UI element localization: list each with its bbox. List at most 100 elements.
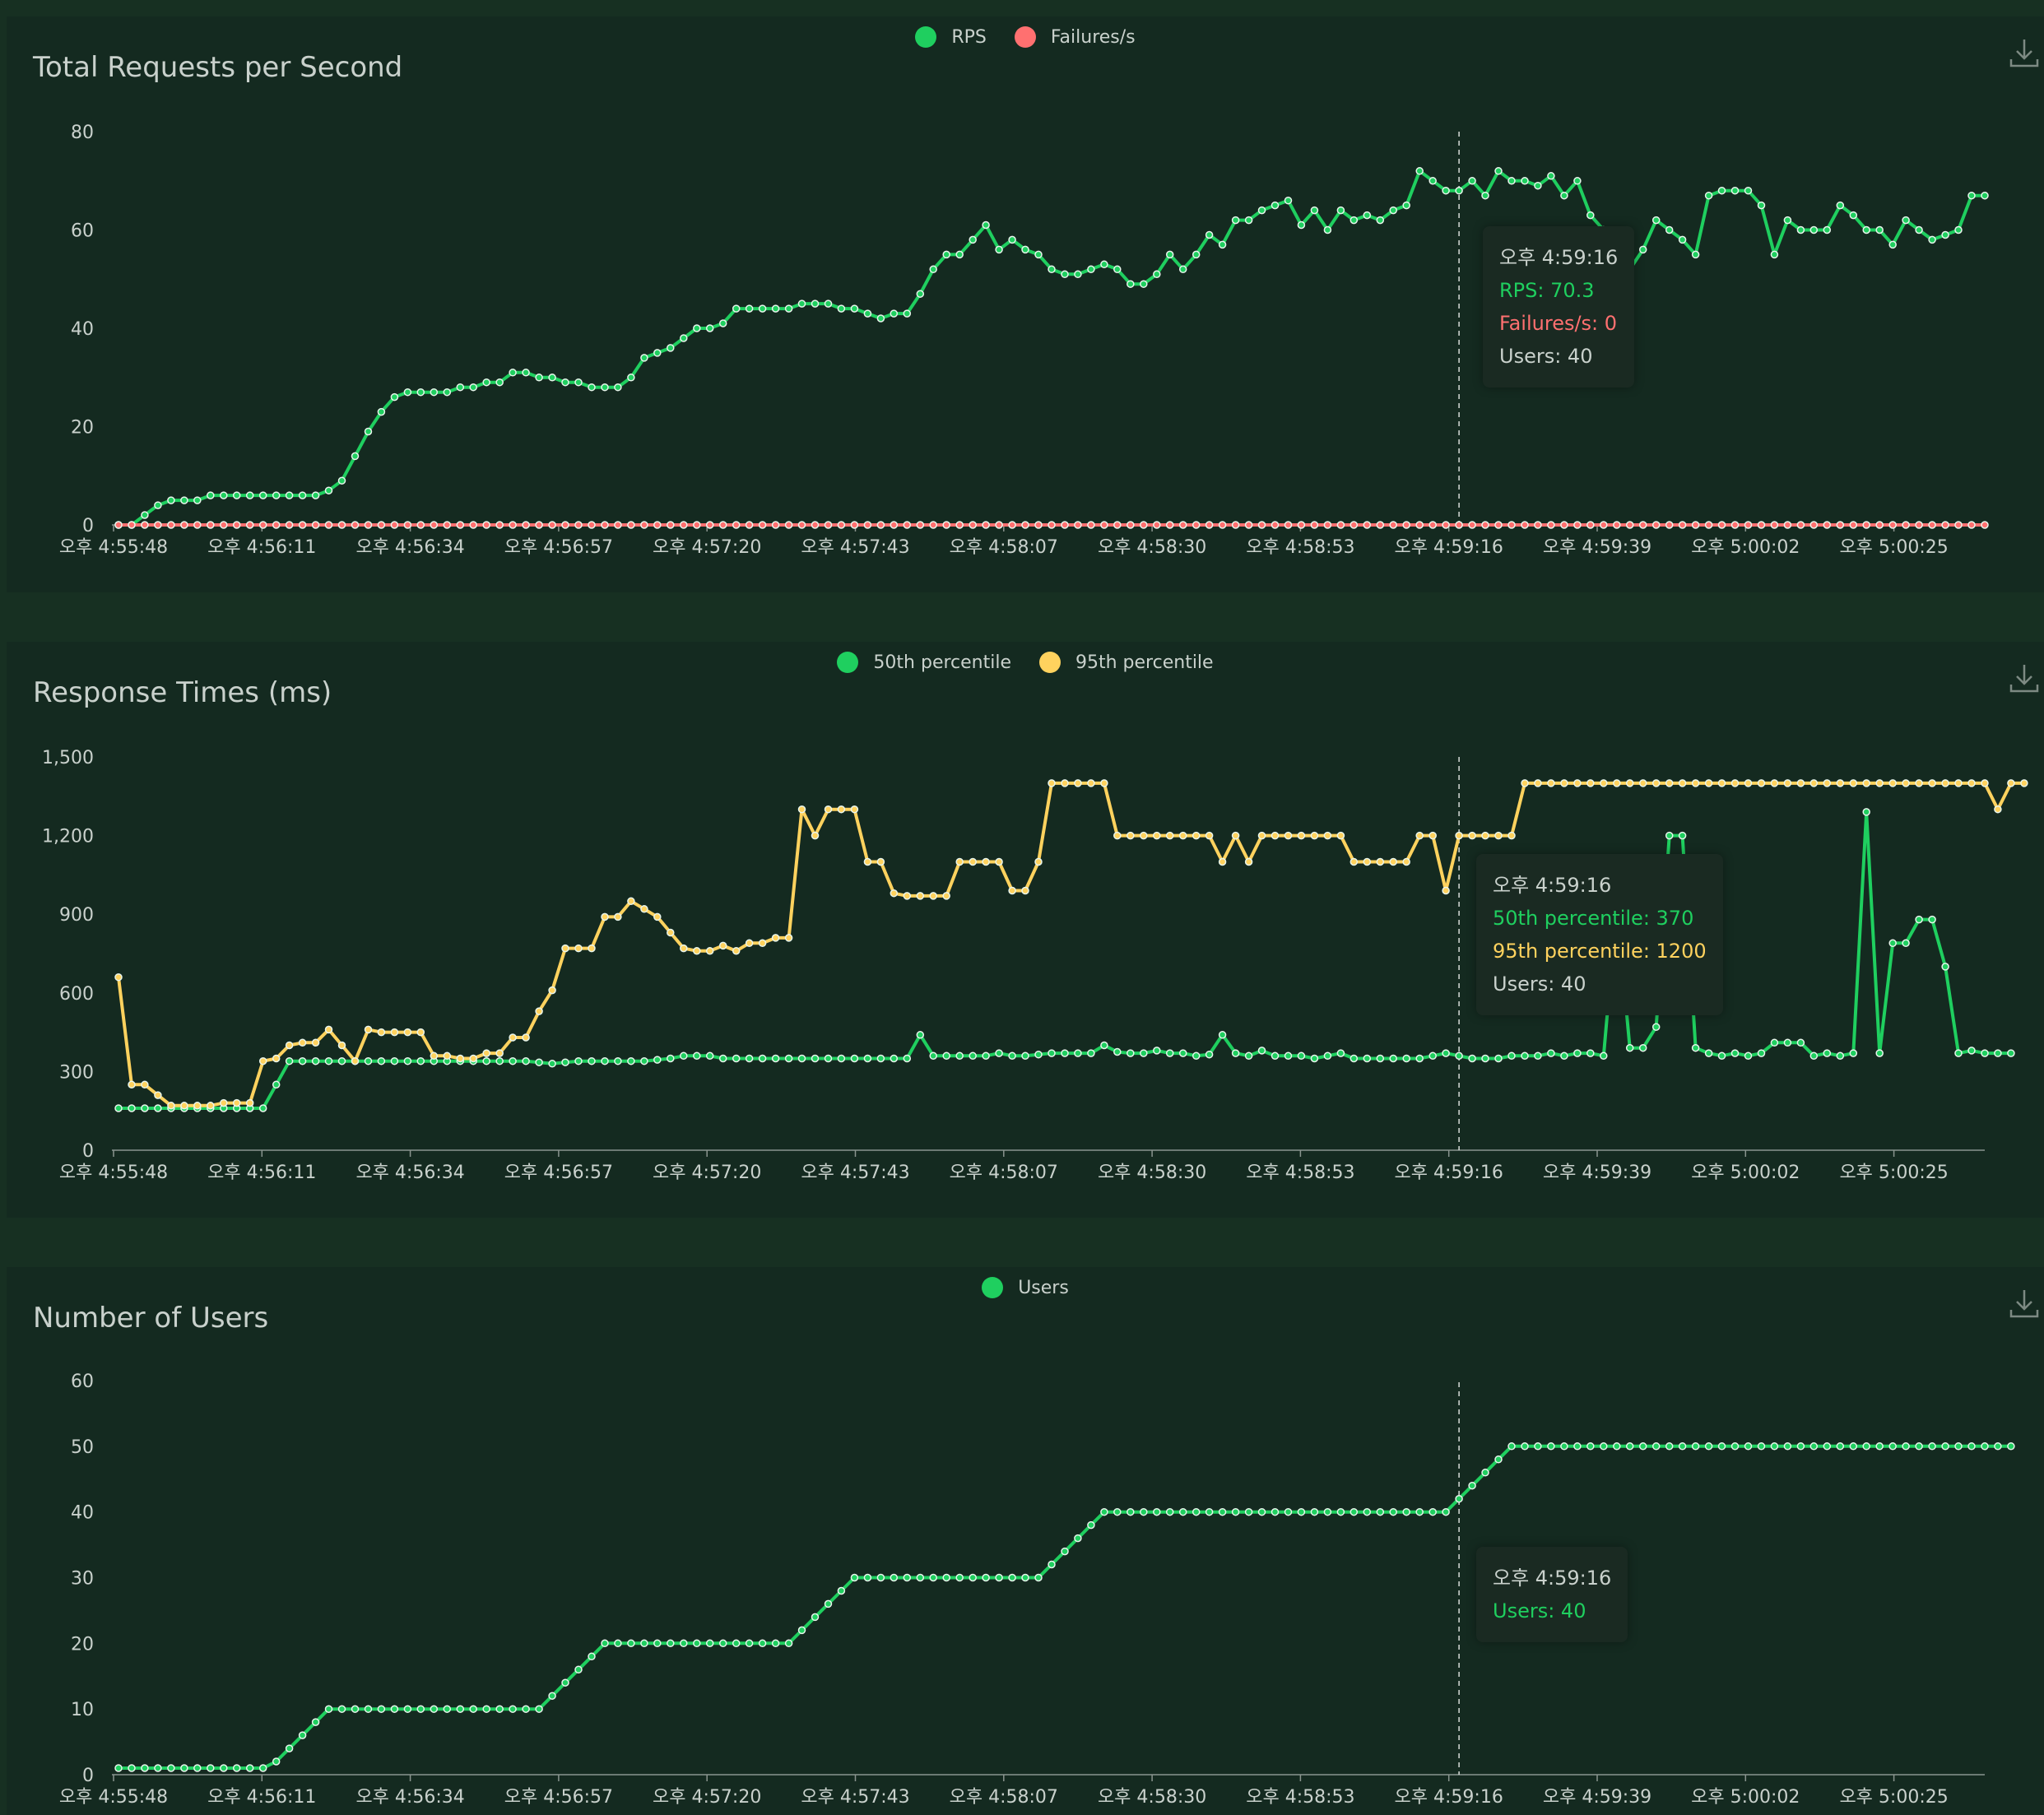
data-point[interactable]	[1941, 1442, 1949, 1451]
data-point[interactable]	[495, 521, 504, 529]
data-point[interactable]	[1704, 521, 1713, 529]
data-point[interactable]	[1034, 1050, 1043, 1059]
data-point[interactable]	[469, 521, 477, 529]
data-point[interactable]	[1730, 186, 1740, 195]
data-point[interactable]	[811, 299, 820, 308]
data-point[interactable]	[1153, 521, 1161, 529]
data-point[interactable]	[258, 1764, 267, 1772]
data-point[interactable]	[1297, 220, 1306, 230]
data-point[interactable]	[1547, 1442, 1555, 1451]
data-point[interactable]	[285, 1744, 294, 1752]
data-point[interactable]	[154, 1104, 162, 1112]
data-point[interactable]	[1638, 245, 1647, 254]
data-point[interactable]	[574, 1665, 583, 1674]
data-point[interactable]	[1915, 779, 1923, 787]
data-point[interactable]	[1967, 521, 1976, 529]
data-point[interactable]	[824, 805, 833, 814]
data-point[interactable]	[272, 1080, 281, 1089]
data-point[interactable]	[588, 1652, 596, 1661]
data-point[interactable]	[1284, 1051, 1293, 1061]
data-point[interactable]	[1271, 201, 1280, 210]
data-point[interactable]	[653, 1639, 662, 1648]
data-point[interactable]	[232, 1098, 241, 1107]
data-point[interactable]	[324, 1025, 333, 1034]
data-point[interactable]	[1257, 206, 1266, 215]
data-point[interactable]	[876, 857, 885, 866]
data-point[interactable]	[1941, 521, 1949, 529]
data-point[interactable]	[693, 1639, 701, 1648]
data-point[interactable]	[1796, 521, 1805, 529]
data-point[interactable]	[1981, 521, 1989, 529]
data-point[interactable]	[1560, 191, 1568, 200]
data-point[interactable]	[456, 383, 465, 392]
data-point[interactable]	[245, 1098, 254, 1107]
data-point[interactable]	[232, 491, 241, 499]
data-point[interactable]	[128, 521, 136, 529]
data-point[interactable]	[1178, 521, 1187, 529]
data-point[interactable]	[1415, 1507, 1424, 1516]
data-point[interactable]	[1415, 167, 1424, 175]
data-point[interactable]	[561, 944, 569, 953]
data-point[interactable]	[837, 521, 846, 529]
data-point[interactable]	[1389, 857, 1397, 866]
data-point[interactable]	[1757, 779, 1766, 787]
data-point[interactable]	[1455, 1051, 1463, 1061]
data-point[interactable]	[693, 521, 701, 529]
data-point[interactable]	[614, 1056, 622, 1065]
legend-item-p95[interactable]: 95th percentile	[1039, 652, 1214, 673]
data-point[interactable]	[1127, 521, 1135, 529]
data-point[interactable]	[443, 521, 452, 529]
data-point[interactable]	[1350, 216, 1359, 225]
data-point[interactable]	[1244, 857, 1253, 866]
data-point[interactable]	[128, 1080, 136, 1089]
data-point[interactable]	[1783, 216, 1792, 225]
data-point[interactable]	[2007, 779, 2015, 787]
data-point[interactable]	[1744, 1442, 1753, 1451]
data-point[interactable]	[890, 1054, 899, 1063]
data-point[interactable]	[745, 304, 754, 313]
data-point[interactable]	[718, 319, 727, 327]
data-point[interactable]	[548, 986, 556, 995]
data-point[interactable]	[1087, 1520, 1095, 1530]
data-point[interactable]	[1928, 1442, 1936, 1451]
data-point[interactable]	[1100, 521, 1108, 529]
data-point[interactable]	[705, 324, 714, 332]
data-point[interactable]	[784, 934, 793, 942]
data-point[interactable]	[1600, 1442, 1608, 1451]
data-point[interactable]	[430, 1705, 439, 1713]
data-point[interactable]	[1678, 235, 1687, 244]
data-point[interactable]	[495, 1056, 504, 1065]
data-point[interactable]	[1468, 1481, 1476, 1490]
data-point[interactable]	[1165, 831, 1174, 840]
data-point[interactable]	[548, 1060, 556, 1068]
data-point[interactable]	[693, 1051, 701, 1061]
data-point[interactable]	[1323, 831, 1332, 840]
data-point[interactable]	[1994, 805, 2002, 814]
data-point[interactable]	[1954, 225, 1963, 234]
data-point[interactable]	[876, 521, 885, 529]
data-point[interactable]	[1888, 240, 1897, 249]
data-point[interactable]	[1231, 831, 1240, 840]
data-point[interactable]	[1521, 521, 1529, 529]
data-point[interactable]	[522, 369, 530, 377]
data-point[interactable]	[640, 905, 648, 913]
data-point[interactable]	[1717, 521, 1726, 529]
data-point[interactable]	[167, 1764, 175, 1772]
data-point[interactable]	[1600, 521, 1608, 529]
data-point[interactable]	[1902, 521, 1910, 529]
data-point[interactable]	[245, 1764, 254, 1772]
data-point[interactable]	[1678, 831, 1687, 840]
data-point[interactable]	[1625, 1043, 1634, 1052]
data-point[interactable]	[1008, 235, 1016, 244]
data-point[interactable]	[220, 521, 228, 529]
data-point[interactable]	[1507, 1051, 1516, 1061]
data-point[interactable]	[1442, 521, 1450, 529]
data-point[interactable]	[1153, 1047, 1161, 1055]
data-point[interactable]	[705, 947, 714, 955]
data-point[interactable]	[1888, 1442, 1897, 1451]
data-point[interactable]	[969, 857, 977, 866]
data-point[interactable]	[863, 521, 872, 529]
data-point[interactable]	[324, 521, 333, 529]
data-point[interactable]	[995, 245, 1003, 254]
data-point[interactable]	[1140, 1507, 1148, 1516]
